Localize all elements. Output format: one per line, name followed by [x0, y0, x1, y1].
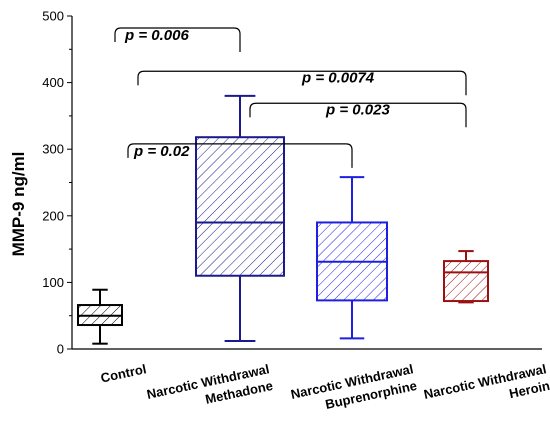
y-axis-ticks: 0 100 200 300 400 500 — [42, 9, 72, 357]
box-group — [195, 94, 285, 343]
bracket-line — [114, 27, 241, 52]
p-value-label: p = 0.006 — [124, 27, 189, 44]
box-iqr — [443, 260, 489, 303]
y-axis-title: MMP-9 ng/ml — [9, 152, 28, 257]
bracket-line — [249, 102, 467, 128]
bracket: p = 0.0074 — [137, 70, 467, 96]
y-tick-label: 400 — [42, 75, 64, 90]
box-group — [77, 288, 123, 345]
x-category-label: Control — [99, 361, 147, 385]
bracket: p = 0.02 — [127, 143, 353, 168]
significance-brackets: p = 0.006 p = 0.0074 p = 0.023 p = 0.02 — [114, 27, 467, 168]
p-value-label: p = 0.02 — [133, 143, 190, 160]
bracket-line — [127, 143, 353, 168]
box-group — [316, 176, 388, 340]
y-tick-label: 500 — [42, 9, 64, 24]
y-tick-label: 100 — [42, 275, 64, 290]
p-value-label: p = 0.0074 — [301, 70, 375, 87]
y-tick-label: 0 — [57, 342, 64, 357]
box-group — [443, 250, 489, 304]
p-value-label: p = 0.023 — [325, 102, 390, 119]
y-tick-label: 300 — [42, 142, 64, 157]
bracket: p = 0.023 — [249, 102, 467, 128]
box-iqr — [195, 136, 285, 277]
y-tick-label: 200 — [42, 208, 64, 223]
bracket-line — [137, 70, 467, 96]
boxes — [77, 94, 489, 345]
bracket: p = 0.006 — [114, 27, 241, 52]
x-category-line: Control — [99, 361, 147, 385]
